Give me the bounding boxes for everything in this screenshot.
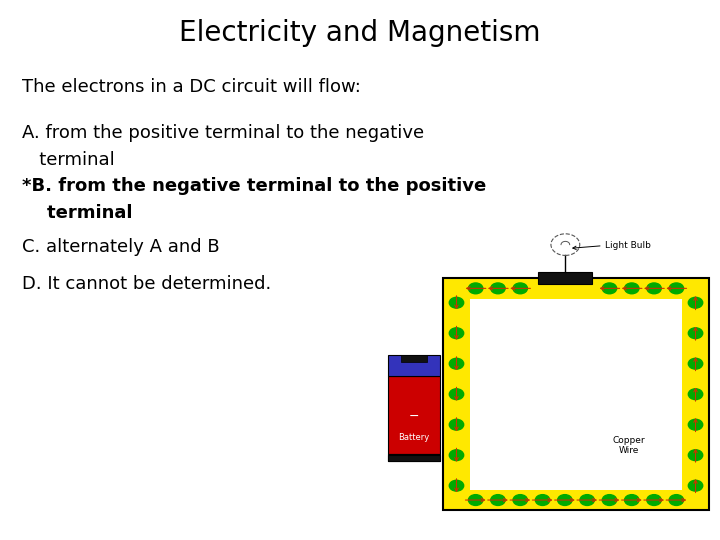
Circle shape (513, 283, 528, 294)
Text: terminal: terminal (22, 204, 132, 222)
Text: −: − (409, 410, 419, 423)
Circle shape (602, 283, 616, 294)
Text: Copper
Wire: Copper Wire (613, 436, 646, 455)
Text: *B. from the negative terminal to the positive: *B. from the negative terminal to the po… (22, 177, 486, 195)
Circle shape (449, 328, 464, 339)
Circle shape (624, 495, 639, 505)
Bar (401, 355, 427, 362)
Circle shape (469, 495, 483, 505)
Bar (539, 272, 593, 284)
Circle shape (624, 283, 639, 294)
Circle shape (449, 450, 464, 461)
Circle shape (469, 283, 483, 294)
Bar (388, 355, 440, 376)
Circle shape (688, 480, 703, 491)
Bar (470, 299, 682, 490)
Circle shape (449, 298, 464, 308)
Circle shape (449, 389, 464, 400)
Circle shape (449, 419, 464, 430)
Circle shape (491, 283, 505, 294)
Bar (388, 376, 440, 454)
Circle shape (647, 495, 661, 505)
Text: D. It cannot be determined.: D. It cannot be determined. (22, 275, 271, 293)
Circle shape (449, 359, 464, 369)
Circle shape (536, 495, 550, 505)
Text: Electricity and Magnetism: Electricity and Magnetism (179, 19, 541, 47)
Bar (443, 278, 709, 510)
Circle shape (688, 419, 703, 430)
Text: Battery: Battery (398, 433, 430, 442)
Text: Light Bulb: Light Bulb (605, 241, 651, 250)
Circle shape (513, 495, 528, 505)
Text: The electrons in a DC circuit will flow:: The electrons in a DC circuit will flow: (22, 78, 361, 96)
Circle shape (491, 495, 505, 505)
Circle shape (669, 495, 683, 505)
Text: A. from the positive terminal to the negative: A. from the positive terminal to the neg… (22, 124, 424, 142)
Circle shape (669, 283, 683, 294)
Text: C. alternately A and B: C. alternately A and B (22, 238, 219, 255)
Circle shape (688, 389, 703, 400)
Circle shape (647, 283, 661, 294)
Bar (388, 454, 440, 461)
Text: terminal: terminal (22, 151, 114, 169)
Circle shape (688, 359, 703, 369)
Circle shape (602, 495, 616, 505)
Bar (388, 455, 440, 461)
Circle shape (688, 328, 703, 339)
Circle shape (580, 495, 594, 505)
Circle shape (688, 450, 703, 461)
Circle shape (449, 480, 464, 491)
Circle shape (688, 298, 703, 308)
Circle shape (558, 495, 572, 505)
